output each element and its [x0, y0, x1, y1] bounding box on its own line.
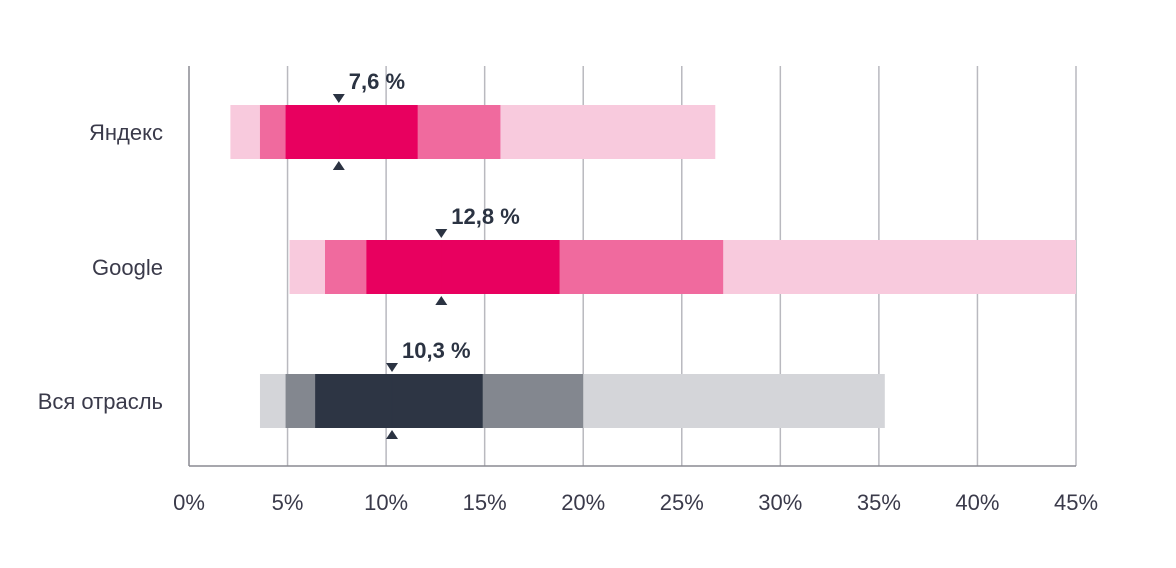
category-label: Google [92, 255, 163, 280]
marker-triangle-top [435, 229, 448, 238]
marker-triangle-top [386, 363, 399, 372]
marker-value-label: 12,8 % [451, 204, 520, 229]
category-label: Яндекс [89, 120, 163, 145]
marker-value-label: 10,3 % [402, 338, 471, 363]
x-tick-label: 0% [173, 490, 205, 515]
marker-triangle-bottom [435, 296, 448, 305]
range-bar-inner [315, 374, 483, 428]
x-tick-labels: 0% 5% 10% 15% 20% 25% 30% 35% 40% 45% [173, 490, 1098, 515]
marker-triangle-bottom [386, 430, 399, 439]
x-tick-label: 45% [1054, 490, 1098, 515]
marker-triangle-bottom [332, 161, 345, 170]
bars [230, 105, 1076, 428]
category-label: Вся отрасль [38, 389, 163, 414]
x-tick-label: 25% [660, 490, 704, 515]
x-tick-label: 20% [561, 490, 605, 515]
x-tick-label: 5% [272, 490, 304, 515]
category-labels: Яндекс Google Вся отрасль [38, 120, 163, 414]
markers: 7,6 % 12,8 % 10,3 % [332, 69, 520, 439]
range-bar-inner [366, 240, 560, 294]
marker-triangle-top [332, 94, 345, 103]
x-tick-label: 35% [857, 490, 901, 515]
marker-value-label: 7,6 % [349, 69, 405, 94]
x-tick-label: 15% [463, 490, 507, 515]
x-tick-label: 10% [364, 490, 408, 515]
x-tick-label: 40% [955, 490, 999, 515]
x-tick-label: 30% [758, 490, 802, 515]
range-bar-inner [285, 105, 418, 159]
